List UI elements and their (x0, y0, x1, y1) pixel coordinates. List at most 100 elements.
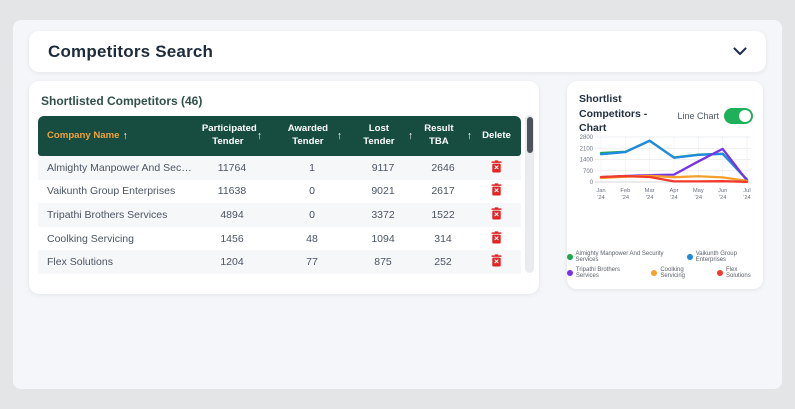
cell-company-name: Vaikunth Group Enterprises (47, 185, 176, 198)
cell-result-tba: 2646 (431, 161, 455, 174)
delete-row-button[interactable] (490, 182, 503, 200)
legend-label: Flex Solutions (726, 267, 751, 279)
trash-icon (491, 230, 502, 247)
svg-text:700: 700 (583, 169, 594, 175)
svg-text:Jun: Jun (718, 188, 727, 194)
cell-participated-tender: 1456 (220, 232, 244, 245)
svg-text:2800: 2800 (580, 135, 594, 141)
shortlist-competitors-chart-card: Shortlist Competitors - Chart Line Chart… (567, 81, 763, 289)
column-header-lost-tender[interactable]: Lost Tender ↑ (363, 123, 414, 147)
legend-label: Tripathi Brothers Services (575, 267, 621, 279)
table-scrollbar-track[interactable] (525, 115, 534, 273)
table-title: Shortlisted Competitors (46) (41, 94, 203, 108)
cell-lost-tender: 3372 (371, 208, 395, 221)
line-chart: 0700140021002800Jan'24Feb'24Mar'24Apr'24… (580, 135, 752, 201)
delete-row-button[interactable] (490, 253, 503, 271)
table-body: Almighty Manpower And Security... 11764 1 9… (38, 156, 521, 274)
line-chart-toggle[interactable] (724, 107, 753, 124)
cell-lost-tender: 1094 (371, 232, 395, 245)
trash-icon (491, 254, 502, 270)
legend-color-dot (567, 254, 573, 260)
table-scrollbar-thumb[interactable] (526, 117, 533, 153)
chart-title: Shortlist Competitors - Chart (579, 93, 648, 135)
table-header-row: Company Name ↑ Participated Tender ↑ Awa… (38, 116, 521, 156)
cell-awarded-tender: 1 (309, 161, 315, 174)
legend-color-dot (687, 254, 693, 260)
svg-text:'24: '24 (695, 195, 703, 201)
delete-row-button[interactable] (490, 230, 503, 248)
page-title: Competitors Search (48, 41, 214, 61)
sort-asc-icon[interactable]: ↑ (466, 129, 472, 142)
svg-text:0: 0 (590, 180, 594, 186)
competitors-search-header: Competitors Search (29, 31, 766, 72)
table-row: Vaikunth Group Enterprises 11638 0 9021 2617 (38, 179, 521, 204)
legend-color-dot (651, 270, 658, 276)
chart-legend: Almighty Manpower And Security Services V… (567, 251, 763, 279)
sort-asc-icon[interactable]: ↑ (256, 129, 263, 142)
legend-item: Almighty Manpower And Security Services (567, 251, 679, 263)
table-row: Tripathi Brothers Services 4894 0 3372 1522 (38, 203, 521, 227)
svg-text:Feb: Feb (620, 188, 630, 194)
svg-text:Mar: Mar (645, 188, 655, 194)
competitors-table: Company Name ↑ Participated Tender ↑ Awa… (38, 116, 521, 274)
legend-color-dot (567, 270, 573, 276)
svg-text:2100: 2100 (580, 146, 594, 152)
cell-result-tba: 1522 (431, 208, 455, 221)
legend-item: Tripathi Brothers Services (567, 267, 643, 279)
cell-lost-tender: 875 (374, 256, 392, 269)
legend-item: Flex Solutions (717, 267, 763, 279)
cell-lost-tender: 9021 (371, 185, 395, 198)
sort-asc-icon[interactable]: ↑ (122, 129, 128, 142)
cell-company-name: Flex Solutions (47, 256, 113, 269)
toggle-knob (739, 109, 751, 122)
svg-text:'24: '24 (743, 195, 751, 201)
column-header-result-tba[interactable]: Result TBA ↑ (424, 123, 472, 147)
column-header-awarded-tender[interactable]: Awarded Tender ↑ (287, 123, 343, 147)
cell-company-name: Almighty Manpower And Security... (47, 161, 192, 174)
table-row: Coolking Servicing 1456 48 1094 314 (38, 226, 521, 251)
cell-participated-tender: 11764 (217, 161, 247, 174)
svg-text:'24: '24 (719, 195, 727, 201)
cell-awarded-tender: 0 (309, 208, 315, 221)
cell-awarded-tender: 77 (306, 256, 318, 269)
line-chart-toggle-label: Line Chart (677, 110, 719, 121)
chevron-down-icon (733, 44, 747, 59)
trash-icon (491, 207, 502, 223)
svg-text:'24: '24 (597, 195, 605, 201)
column-header-participated-tender[interactable]: Participated Tender ↑ (201, 123, 263, 147)
cell-result-tba: 2617 (431, 185, 455, 198)
trash-icon (491, 160, 502, 176)
cell-lost-tender: 9117 (371, 161, 395, 174)
legend-item: Coolking Servicing (651, 267, 709, 279)
trash-icon (491, 183, 502, 199)
cell-awarded-tender: 0 (309, 185, 315, 198)
cell-result-tba: 314 (434, 232, 452, 245)
delete-row-button[interactable] (490, 206, 503, 224)
svg-text:'24: '24 (670, 195, 678, 201)
delete-row-button[interactable] (490, 159, 503, 177)
svg-text:Jul: Jul (743, 188, 750, 194)
column-header-company-name[interactable]: Company Name ↑ (47, 129, 128, 142)
column-header-delete: Delete (482, 129, 511, 141)
svg-text:May: May (693, 188, 704, 194)
legend-label: Vaikunth Group Enterprises (695, 251, 737, 263)
legend-label: Coolking Servicing (660, 267, 686, 279)
cell-result-tba: 252 (434, 256, 452, 269)
cell-awarded-tender: 48 (306, 232, 318, 245)
svg-text:'24: '24 (622, 195, 630, 201)
collapse-section-button[interactable] (733, 44, 747, 59)
main-panel: Competitors Search Shortlisted Competito… (13, 20, 782, 389)
cell-company-name: Coolking Servicing (47, 232, 134, 245)
cell-participated-tender: 11638 (217, 185, 247, 198)
svg-text:Jan: Jan (596, 188, 605, 194)
sort-asc-icon[interactable]: ↑ (336, 129, 343, 142)
cell-company-name: Tripathi Brothers Services (47, 208, 168, 221)
sort-asc-icon[interactable]: ↑ (407, 129, 414, 142)
svg-text:Apr: Apr (669, 188, 678, 194)
legend-item: Vaikunth Group Enterprises (687, 251, 763, 263)
legend-color-dot (717, 270, 724, 276)
cell-participated-tender: 4894 (220, 208, 244, 221)
shortlisted-competitors-card: Shortlisted Competitors (46) Company Nam… (29, 81, 539, 294)
cell-participated-tender: 1204 (220, 256, 244, 269)
legend-label: Almighty Manpower And Security Services (575, 251, 664, 263)
